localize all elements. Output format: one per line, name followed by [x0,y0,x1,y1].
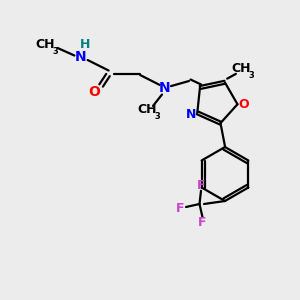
Text: F: F [176,202,184,215]
Text: H: H [80,38,90,51]
Text: CH: CH [35,38,55,52]
Text: 3: 3 [248,71,254,80]
Text: CH: CH [137,103,157,116]
Text: N: N [159,82,171,95]
Text: N: N [185,108,196,121]
Text: N: N [75,50,87,64]
Text: O: O [239,98,249,111]
Text: CH: CH [232,62,251,75]
Text: O: O [88,85,101,98]
Text: F: F [197,179,205,192]
Text: F: F [198,216,207,229]
Text: 3: 3 [154,112,160,121]
Text: 3: 3 [52,47,58,56]
